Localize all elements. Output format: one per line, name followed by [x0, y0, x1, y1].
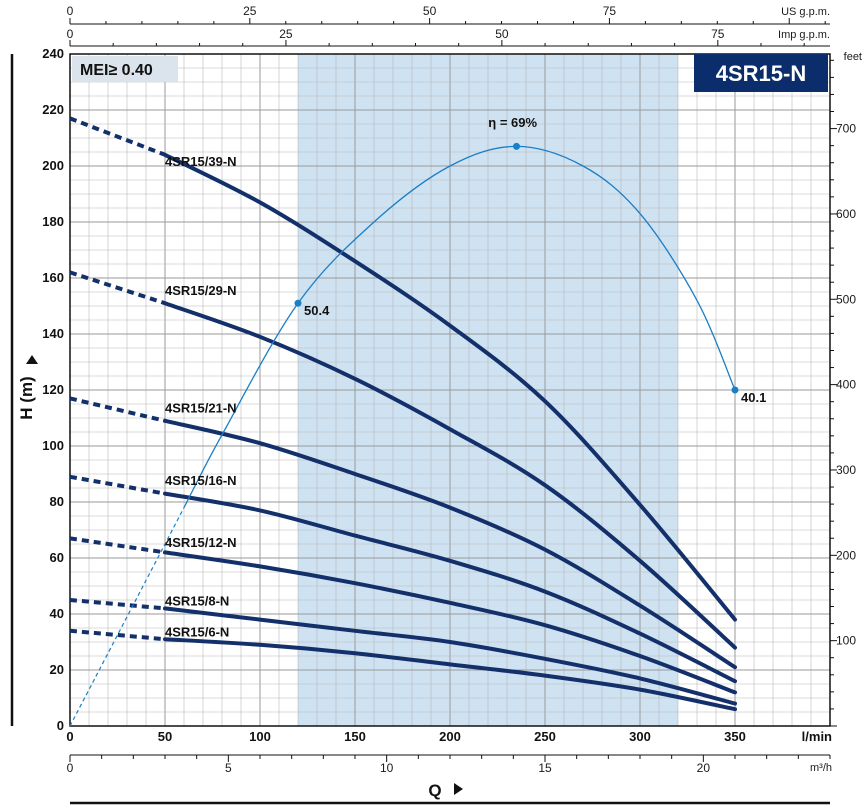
chart-title: 4SR15-N: [716, 61, 806, 86]
efficiency-point-2: [731, 386, 739, 394]
feet-tick-label: 100: [836, 634, 856, 648]
y-axis-arrow-icon: [26, 355, 38, 364]
y-axis-title: H (m): [17, 376, 36, 419]
us-tick-label: 0: [67, 4, 74, 18]
x-tick-label: 150: [344, 729, 366, 744]
feet-tick-label: 300: [836, 463, 856, 477]
efficiency-curve: 50.4 40.1 η = 69%: [69, 115, 766, 727]
y-tick-label: 140: [42, 326, 64, 341]
m3h-unit-label: m³/h: [810, 762, 832, 774]
series-curve-6: [163, 637, 737, 712]
series-label-1: 4SR15/29-N: [165, 283, 237, 298]
series-curve-dashed-5: [69, 598, 166, 611]
y-tick-label: 160: [42, 270, 64, 285]
m3h-tick-label: 10: [380, 761, 394, 775]
m3h-tick-label: 5: [225, 761, 232, 775]
y-tick-label: 60: [50, 550, 64, 565]
x-tick-label: 350: [724, 729, 746, 744]
x-tick-label: 250: [534, 729, 556, 744]
series-label-4: 4SR15/12-N: [165, 535, 237, 550]
y-tick-label: 220: [42, 102, 64, 117]
series-label-5: 4SR15/8-N: [165, 594, 229, 609]
m3h-tick-label: 20: [697, 761, 711, 775]
feet-tick-label: 400: [836, 378, 856, 392]
mei-badge: [72, 56, 178, 82]
feet-unit-label: feet: [844, 51, 862, 63]
imp-tick-label: 0: [67, 27, 74, 41]
mei-note: MEI≥ 0.40: [80, 62, 153, 79]
bottom-axes: 0 50 100 150 200 250 300 350 l/min 0 5 10 15 20 m³/h: [66, 729, 832, 775]
y-tick-label: 180: [42, 214, 64, 229]
series-curve-0: [163, 152, 737, 622]
series-curve-dashed-1: [69, 270, 166, 306]
us-tick-label: 75: [603, 4, 617, 18]
y-tick-label: 240: [42, 46, 64, 61]
y-tick-label: 80: [50, 494, 64, 509]
x-tick-label: 0: [66, 729, 73, 744]
y-tick-label: 200: [42, 158, 64, 173]
feet-tick-label: 500: [836, 292, 856, 306]
x-tick-label: 100: [249, 729, 271, 744]
series-labels: 4SR15/39-N 4SR15/29-N 4SR15/21-N 4SR15/16-N…: [165, 154, 237, 639]
feet-tick-label: 700: [836, 122, 856, 136]
series-curve-3: [163, 491, 737, 684]
m3h-tick-label: 15: [538, 761, 552, 775]
series-curve-2: [163, 418, 737, 670]
efficiency-point-0: [294, 299, 302, 307]
x-axis-arrow-icon: [454, 783, 463, 795]
y-tick-label: 20: [50, 662, 64, 677]
us-tick-label: 50: [423, 4, 437, 18]
left-axis: 0 20 40 60 80 100 120 140 160 180 200 220 240: [42, 46, 64, 733]
y-tick-label: 40: [50, 606, 64, 621]
title-badge: [694, 54, 828, 92]
top-axes: 0 25 50 75 0 25 50 75 US g.p.m. Imp g.p.m.: [67, 4, 830, 47]
series-label-3: 4SR15/16-N: [165, 473, 237, 488]
y-tick-label: 0: [57, 718, 64, 733]
imp-tick-label: 25: [279, 27, 293, 41]
us-tick-label: 25: [243, 4, 257, 18]
efficiency-curve-line: [183, 145, 736, 508]
efficiency-point-1: [513, 142, 520, 150]
efficiency-peak-label: η = 69%: [488, 115, 537, 130]
x-unit-label: l/min: [802, 729, 832, 744]
series-label-2: 4SR15/21-N: [165, 400, 237, 415]
series-curve-dashed-0: [69, 116, 166, 157]
series-label-0: 4SR15/39-N: [165, 154, 237, 169]
y-tick-label: 120: [42, 382, 64, 397]
feet-tick-label: 200: [836, 548, 856, 562]
grid-lines: [69, 53, 831, 727]
imp-unit-label: Imp g.p.m.: [778, 29, 830, 41]
series-curve-dashed-4: [69, 536, 166, 555]
series-label-6: 4SR15/6-N: [165, 624, 229, 639]
x-tick-label: 200: [439, 729, 461, 744]
efficiency-curve-dashed: [69, 507, 185, 727]
series-curve-dashed-3: [69, 474, 166, 496]
series-curve-5: [163, 606, 737, 706]
efficiency-point-label-0: 50.4: [304, 303, 330, 318]
x-axis-title: Q: [428, 781, 441, 800]
imp-tick-label: 50: [495, 27, 509, 41]
right-axis-feet: 100 200 300 400 500 600 700 feet: [829, 51, 862, 727]
efficiency-point-label-2: 40.1: [741, 390, 766, 405]
feet-tick-label: 600: [836, 207, 856, 221]
y-tick-label: 100: [42, 438, 64, 453]
imp-tick-label: 75: [711, 27, 725, 41]
series-curve-dashed-6: [69, 628, 166, 642]
series-curve-4: [163, 550, 737, 695]
x-tick-label: 50: [158, 729, 172, 744]
us-unit-label: US g.p.m.: [781, 6, 830, 18]
series-curve-1: [163, 301, 737, 650]
m3h-tick-label: 0: [67, 761, 74, 775]
x-tick-label: 300: [629, 729, 651, 744]
series-curves: [69, 116, 737, 712]
series-curve-dashed-2: [69, 396, 166, 423]
